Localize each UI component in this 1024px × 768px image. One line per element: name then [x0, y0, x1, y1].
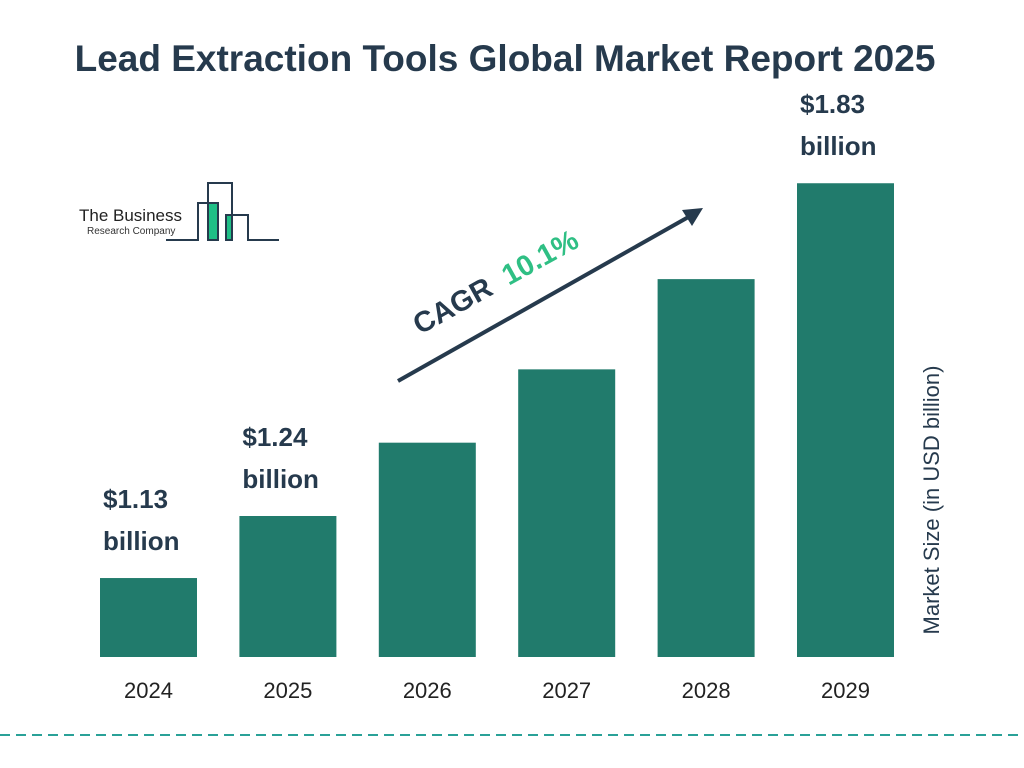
data-label-unit: billion	[103, 526, 180, 556]
bar-2027	[518, 369, 616, 657]
cagr-arrow	[397, 208, 703, 383]
data-label-value: $1.83	[800, 89, 865, 119]
data-label-unit: billion	[800, 131, 877, 161]
logo-text: The Business	[79, 206, 182, 225]
x-tick-label: 2026	[403, 678, 452, 703]
x-tick-label: 2027	[542, 678, 591, 703]
bar-2028	[657, 279, 755, 657]
bar-2025	[239, 516, 337, 657]
logo-icon	[166, 182, 279, 241]
x-tick-label: 2029	[821, 678, 870, 703]
x-tick-label: 2028	[682, 678, 731, 703]
bar-2024	[100, 578, 197, 657]
bar-2029	[797, 183, 894, 658]
logo-subtext: Research Company	[87, 226, 176, 237]
x-tick-label: 2025	[263, 678, 312, 703]
data-label-value: $1.24	[242, 422, 308, 452]
data-label-value: $1.13	[103, 484, 168, 514]
x-tick-label: 2024	[124, 678, 173, 703]
bar-2026	[378, 442, 476, 657]
data-label-unit: billion	[242, 464, 319, 494]
chart-title: Lead Extraction Tools Global Market Repo…	[74, 38, 936, 79]
